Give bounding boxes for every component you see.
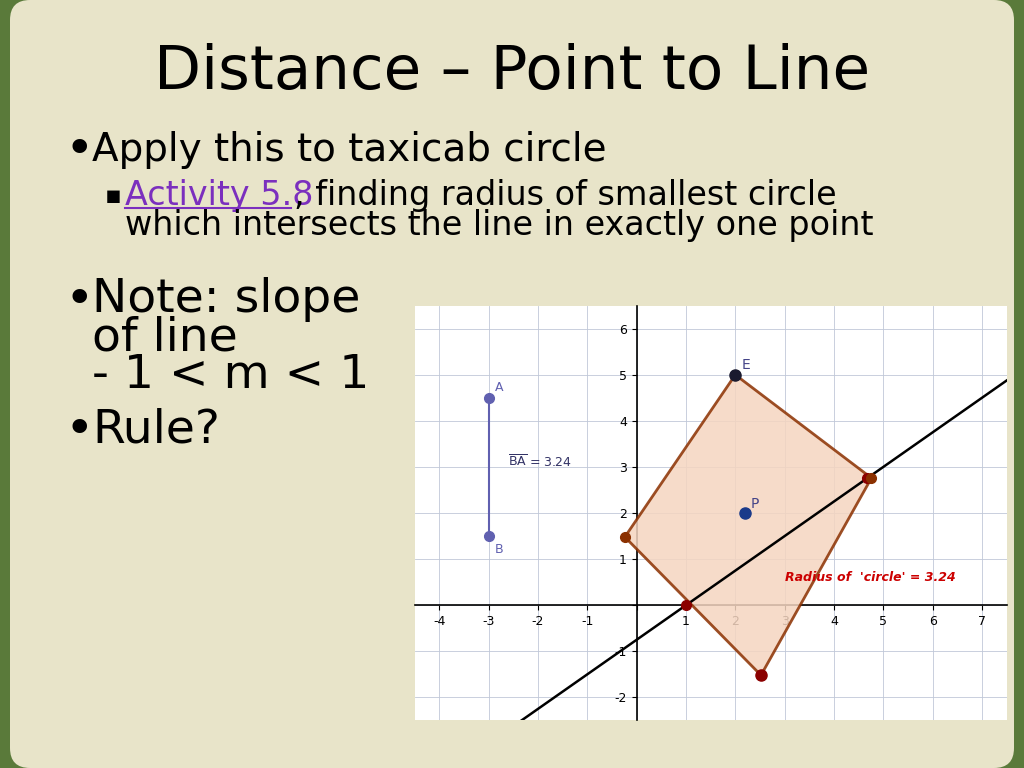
Text: Rule?: Rule?: [92, 408, 220, 452]
Text: A: A: [495, 381, 503, 394]
FancyBboxPatch shape: [10, 0, 1014, 768]
Text: Activity 5.8: Activity 5.8: [125, 180, 313, 213]
Text: $\overline{\mathrm{BA}}$ = 3.24: $\overline{\mathrm{BA}}$ = 3.24: [509, 455, 572, 470]
Text: Note: slope: Note: slope: [92, 277, 360, 323]
Text: P: P: [751, 497, 760, 511]
Text: •: •: [65, 126, 94, 174]
Text: which intersects the line in exactly one point: which intersects the line in exactly one…: [125, 210, 873, 243]
Text: of line: of line: [92, 316, 238, 360]
Text: •: •: [65, 276, 94, 324]
Text: •: •: [65, 406, 94, 454]
Text: Radius of  'circle' = 3.24: Radius of 'circle' = 3.24: [784, 571, 955, 584]
Text: Distance – Point to Line: Distance – Point to Line: [154, 44, 870, 102]
Text: ▪: ▪: [105, 184, 122, 208]
Text: B: B: [495, 543, 503, 556]
Text: , finding radius of smallest circle: , finding radius of smallest circle: [294, 180, 837, 213]
Polygon shape: [625, 375, 871, 675]
Text: E: E: [741, 359, 750, 372]
Text: - 1 < m < 1: - 1 < m < 1: [92, 353, 370, 399]
Text: Apply this to taxicab circle: Apply this to taxicab circle: [92, 131, 606, 169]
